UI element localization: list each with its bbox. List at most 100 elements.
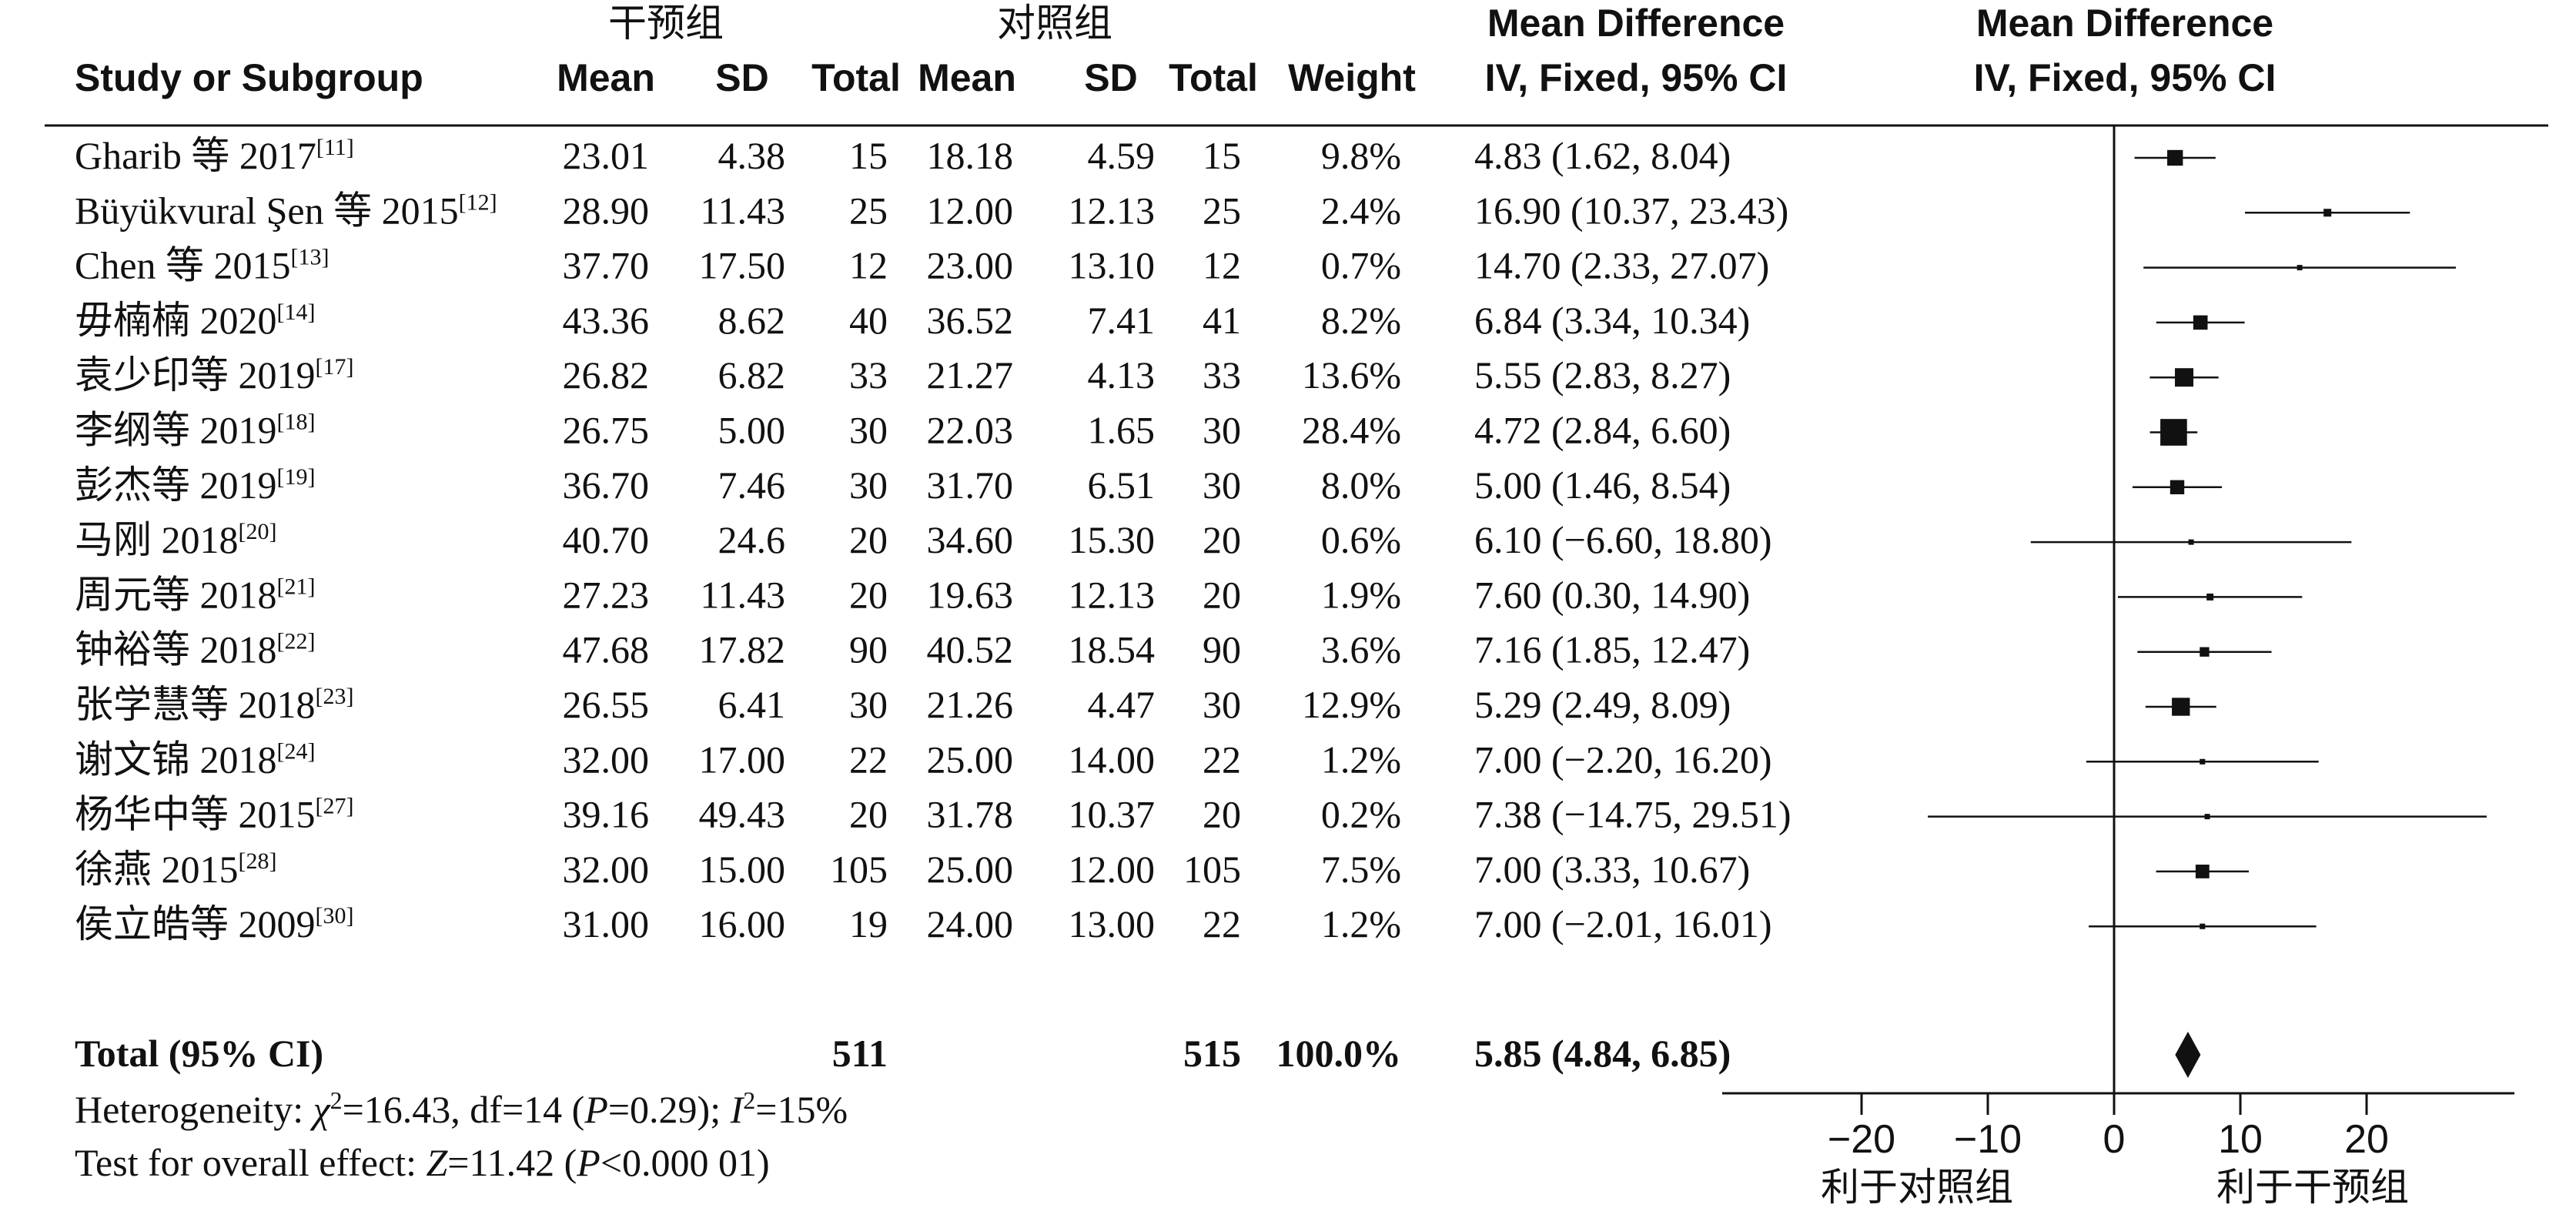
header-total-control: Total xyxy=(1169,56,1258,99)
sd-treatment: 7.46 xyxy=(718,463,786,507)
study-name-text: 周元等 2018 xyxy=(75,573,277,616)
mean-treatment: 23.01 xyxy=(563,134,650,177)
pooled-diamond xyxy=(2175,1032,2201,1078)
study-name-text: 毋楠楠 2020 xyxy=(75,299,277,342)
sd-control: 4.47 xyxy=(1088,683,1156,726)
study-ref: [12] xyxy=(459,189,497,215)
sd-control: 4.59 xyxy=(1088,134,1156,177)
total-control: 33 xyxy=(1203,353,1241,397)
plot-marks xyxy=(1928,125,2487,1093)
study-name: 杨华中等 2015[27] xyxy=(75,793,353,836)
point-estimate xyxy=(2160,419,2187,446)
ci-cell: 6.10 (−6.60, 18.80) xyxy=(1474,518,1772,561)
study-ref: [27] xyxy=(316,794,354,819)
sd-treatment: 17.00 xyxy=(699,738,786,781)
header-sd-control: SD xyxy=(1084,56,1137,99)
study-row: 李纲等 2019[18] 26.75 5.00 30 22.03 1.65 30 28.4% 4… xyxy=(75,409,1731,452)
study-name-text: Gharib 等 2017 xyxy=(75,134,316,177)
weight-cell: 0.6% xyxy=(1321,518,1401,561)
point-estimate xyxy=(2323,209,2332,217)
ci-cell: 6.84 (3.34, 10.34) xyxy=(1474,299,1750,342)
total-treatment: 33 xyxy=(849,353,888,397)
ci-cell: 7.00 (3.33, 10.67) xyxy=(1474,848,1750,891)
mean-control: 22.03 xyxy=(927,409,1014,452)
study-name: 彭杰等 2019[19] xyxy=(75,463,315,507)
weight-cell: 1.2% xyxy=(1321,902,1401,945)
mean-treatment: 31.00 xyxy=(563,902,650,945)
study-ref: [21] xyxy=(277,574,316,599)
sd-treatment: 17.50 xyxy=(699,244,786,287)
sd-treatment: 15.00 xyxy=(699,848,786,891)
total-treatment: 40 xyxy=(849,299,888,342)
mean-treatment: 47.68 xyxy=(563,628,650,671)
total-control: 30 xyxy=(1203,683,1241,726)
weight-cell: 2.4% xyxy=(1321,189,1401,232)
ci-cell: 5.55 (2.83, 8.27) xyxy=(1474,353,1731,397)
total-ci: 5.85 (4.84, 6.85) xyxy=(1474,1032,1731,1075)
study-name-text: 钟裕等 2018 xyxy=(75,628,277,671)
study-ref: [11] xyxy=(316,135,354,160)
total-control: 30 xyxy=(1203,409,1241,452)
point-estimate xyxy=(2175,368,2194,387)
header-control-group: 对照组 xyxy=(997,1,1112,45)
total-control: 25 xyxy=(1203,189,1241,232)
sd-control: 7.41 xyxy=(1088,299,1156,342)
study-ref: [19] xyxy=(277,464,316,490)
ci-cell: 7.16 (1.85, 12.47) xyxy=(1474,628,1750,671)
ci-cell: 4.72 (2.84, 6.60) xyxy=(1474,409,1731,452)
tick-label: 20 xyxy=(2344,1117,2389,1162)
total-treatment: 20 xyxy=(849,518,888,561)
total-control: 105 xyxy=(1183,848,1241,891)
study-name-text: 张学慧等 2018 xyxy=(75,683,316,726)
mean-control: 18.18 xyxy=(927,134,1014,177)
weight-cell: 7.5% xyxy=(1321,848,1401,891)
study-name: 毋楠楠 2020[14] xyxy=(75,299,315,342)
overall-effect-text: Test for overall effect: Z=11.42 (P<0.00… xyxy=(75,1141,770,1184)
study-row: 毋楠楠 2020[14] 43.36 8.62 40 36.52 7.41 41 8.2% 6.… xyxy=(75,299,1750,342)
study-name: Gharib 等 2017[11] xyxy=(75,134,354,177)
study-name: 周元等 2018[21] xyxy=(75,573,315,616)
sd-treatment: 11.43 xyxy=(700,573,785,616)
ci-cell: 7.38 (−14.75, 29.51) xyxy=(1474,793,1791,836)
weight-cell: 3.6% xyxy=(1321,628,1401,671)
total-control: 30 xyxy=(1203,463,1241,507)
study-ref: [24] xyxy=(277,738,316,764)
study-name: 李纲等 2019[18] xyxy=(75,409,315,452)
sd-control: 10.37 xyxy=(1069,793,1156,836)
total-treatment: 105 xyxy=(830,848,888,891)
mean-treatment: 43.36 xyxy=(563,299,650,342)
study-row: Büyükvural Şen 等 2015[12] 28.90 11.43 25 12.… xyxy=(75,189,1788,232)
study-row: 杨华中等 2015[27] 39.16 49.43 20 31.78 10.37 20 0.2… xyxy=(75,793,1791,836)
point-estimate xyxy=(2170,480,2185,494)
header-md-line1: Mean Difference xyxy=(1487,2,1785,45)
weight-cell: 1.9% xyxy=(1321,573,1401,616)
study-name-text: 徐燕 2015 xyxy=(75,848,239,891)
total-control: 20 xyxy=(1203,573,1241,616)
study-name-text: 马刚 2018 xyxy=(75,518,239,561)
study-row: 谢文锦 2018[24] 32.00 17.00 22 25.00 14.00 22 1.2%… xyxy=(75,738,1772,781)
point-estimate xyxy=(2193,315,2208,330)
total-control: 90 xyxy=(1203,628,1241,671)
sd-control: 13.10 xyxy=(1069,244,1156,287)
study-name-text: 杨华中等 2015 xyxy=(75,793,316,836)
study-ref: [17] xyxy=(316,354,354,380)
total-control: 20 xyxy=(1203,518,1241,561)
weight-cell: 9.8% xyxy=(1321,134,1401,177)
mean-control: 31.78 xyxy=(927,793,1014,836)
total-weight: 100.0% xyxy=(1276,1032,1402,1075)
study-row: 张学慧等 2018[23] 26.55 6.41 30 21.26 4.47 30 12.9%… xyxy=(75,683,1731,726)
point-estimate xyxy=(2188,539,2194,545)
study-name-text: 谢文锦 2018 xyxy=(75,738,277,781)
ci-cell: 14.70 (2.33, 27.07) xyxy=(1474,244,1769,287)
study-name-text: 彭杰等 2019 xyxy=(75,463,277,507)
sd-treatment: 49.43 xyxy=(699,793,786,836)
weight-cell: 1.2% xyxy=(1321,738,1401,781)
weight-cell: 13.6% xyxy=(1302,353,1401,397)
sd-treatment: 5.00 xyxy=(718,409,786,452)
ci-cell: 7.00 (−2.20, 16.20) xyxy=(1474,738,1772,781)
ci-cell: 5.29 (2.49, 8.09) xyxy=(1474,683,1731,726)
mean-control: 40.52 xyxy=(927,628,1014,671)
mean-treatment: 36.70 xyxy=(563,463,650,507)
total-treatment: 30 xyxy=(849,463,888,507)
mean-control: 31.70 xyxy=(927,463,1014,507)
